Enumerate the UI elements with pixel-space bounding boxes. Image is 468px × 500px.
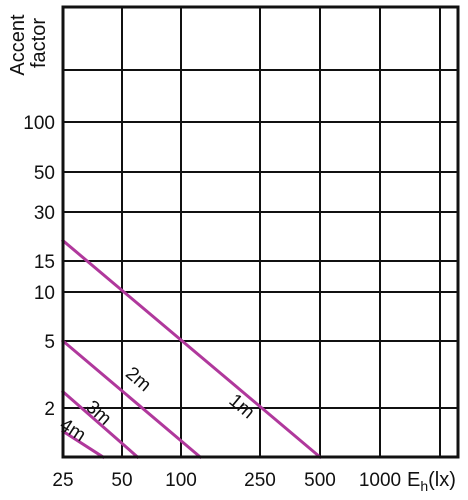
- y-tick-label: 10: [34, 283, 55, 304]
- y-tick-label: 2: [44, 399, 55, 420]
- series-label-3m: 3m: [82, 397, 116, 430]
- plot-frame: [61, 5, 460, 459]
- x-tick-label: 50: [111, 470, 132, 491]
- x-tick-label: 250: [244, 470, 276, 491]
- y-tick-label: 5: [44, 332, 55, 353]
- series-label-1m: 1m: [225, 390, 259, 423]
- series-line-2m: [60, 338, 203, 460]
- series-label-2m: 2m: [121, 363, 155, 396]
- y-tick-label: 15: [34, 252, 55, 273]
- grid: [63, 7, 458, 457]
- x-axis-title: Eh(lx): [407, 469, 456, 494]
- series-lines: [60, 238, 323, 460]
- x-axis-title-main: E: [407, 469, 420, 491]
- series-line-4m: [60, 429, 106, 460]
- x-tick-label: 1000: [359, 470, 401, 491]
- x-axis-title-unit: (lx): [428, 469, 456, 491]
- series-line-3m: [60, 389, 140, 460]
- y-axis-title-line-1: Accent: [7, 14, 29, 76]
- x-axis-title-sub: h: [420, 478, 428, 494]
- x-tick-label: 25: [52, 470, 73, 491]
- series-label-4m: 4m: [56, 414, 90, 446]
- x-tick-label: 100: [165, 470, 197, 491]
- series-line-1m: [60, 238, 323, 460]
- y-tick-label: 30: [34, 203, 55, 224]
- y-tick-label: 100: [23, 113, 55, 134]
- y-axis-title-line-2: factor: [28, 18, 50, 68]
- y-tick-label: 50: [34, 163, 55, 184]
- x-tick-label: 500: [304, 470, 336, 491]
